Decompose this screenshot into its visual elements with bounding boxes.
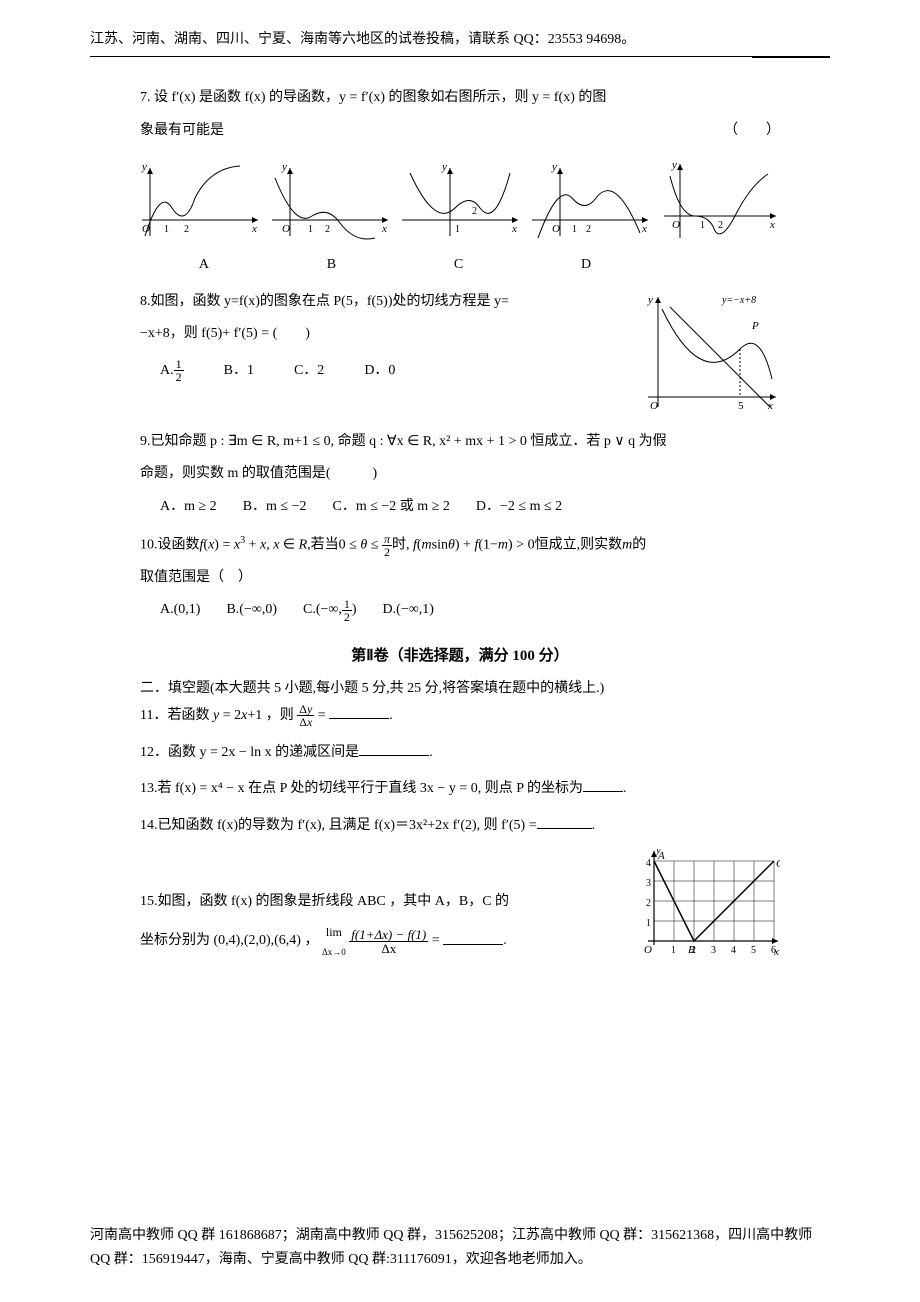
svg-text:x: x — [511, 223, 517, 235]
q9-opt-d: D．−2 ≤ m ≤ 2 — [476, 494, 562, 521]
svg-text:y: y — [551, 161, 557, 173]
svg-text:P: P — [751, 320, 759, 332]
q10-opt-c: C.(−∞,12) — [303, 597, 357, 624]
q8-opt-d: D．0 — [364, 358, 395, 385]
svg-text:4: 4 — [731, 945, 736, 956]
svg-text:4: 4 — [646, 858, 651, 869]
divider-right — [752, 56, 830, 58]
svg-text:5: 5 — [738, 400, 744, 412]
q7-line1: 7. 设 f′(x) 是函数 f(x) 的导函数，y = f′(x) 的图象如右… — [140, 85, 780, 112]
q8-opt-a: A.12 — [160, 358, 184, 385]
q9-opt-b: B．m ≤ −2 — [243, 494, 307, 521]
q7-fprime-graph: y x O 1 2 — [660, 156, 780, 246]
svg-text:1: 1 — [646, 918, 651, 929]
svg-text:2: 2 — [184, 224, 189, 235]
q9-opt-c: C．m ≤ −2 或 m ≥ 2 — [333, 494, 450, 521]
svg-text:1: 1 — [308, 224, 313, 235]
svg-text:y: y — [655, 849, 661, 856]
svg-text:1: 1 — [164, 224, 169, 235]
svg-text:1: 1 — [700, 220, 705, 231]
svg-text:2: 2 — [472, 206, 477, 217]
q10-line1: 10.设函数f(x) = x3 + x, x ∈ R,若当0 ≤ θ ≤ π2时… — [140, 531, 780, 559]
q8-line1: 8.如图，函数 y=f(x)的图象在点 P(5，f(5))处的切线方程是 y= — [140, 289, 640, 316]
svg-text:3: 3 — [646, 878, 651, 889]
q10-line2: 取值范围是（ ） — [140, 565, 780, 592]
q7-label-c: C — [454, 252, 463, 279]
svg-text:2: 2 — [691, 945, 696, 956]
footer-text: 河南高中教师 QQ 群 161868687；湖南高中教师 QQ 群，315625… — [90, 1224, 830, 1272]
q7-labels: A B C D — [140, 252, 650, 279]
q8-line2: −x+8，则 f(5)+ f′(5) = ( ) — [140, 321, 640, 348]
svg-text:1: 1 — [455, 224, 460, 235]
q8-opt-b: B．1 — [224, 358, 254, 385]
question-11: 11．若函数 y = 2x+1 ，则 ΔyΔx = . — [140, 703, 780, 730]
svg-text:3: 3 — [711, 945, 716, 956]
q10-options: A.(0,1) B.(−∞,0) C.(−∞,12) D.(−∞,1) — [140, 597, 780, 624]
svg-text:x: x — [251, 223, 257, 235]
svg-text:y: y — [141, 161, 147, 173]
q10-opt-b: B.(−∞,0) — [226, 597, 277, 624]
svg-text:y: y — [647, 294, 653, 306]
question-14: 14.已知函数 f(x)的导数为 f′(x), 且满足 f(x)＝3x²+2x … — [140, 813, 780, 840]
q15-line2: 坐标分别为 (0,4),(2,0),(6,4) ， lim Δx→0 f(1+Δ… — [140, 921, 626, 961]
svg-text:2: 2 — [586, 224, 591, 235]
svg-text:y: y — [441, 161, 447, 173]
svg-text:O: O — [282, 223, 290, 235]
q10-opt-d: D.(−∞,1) — [383, 597, 434, 624]
svg-text:1: 1 — [572, 224, 577, 235]
content: 7. 设 f′(x) 是函数 f(x) 的导函数，y = f′(x) 的图象如右… — [90, 65, 830, 967]
q15-graph: A B C y x O 4 3 2 1 1 2 3 4 5 6 — [626, 849, 780, 967]
q15-line1: 15.如图，函数 f(x) 的图象是折线段 ABC ，其中 A，B，C 的 — [140, 889, 626, 916]
svg-text:1: 1 — [671, 945, 676, 956]
svg-text:6: 6 — [771, 945, 776, 956]
svg-text:O: O — [552, 223, 560, 235]
q7-label-a: A — [199, 252, 209, 279]
q7-graph-a: y x O 1 2 — [140, 158, 262, 246]
svg-text:O: O — [650, 400, 658, 412]
question-13: 13.若 f(x) = x⁴ − x 在点 P 处的切线平行于直线 3x − y… — [140, 776, 780, 803]
question-15: 15.如图，函数 f(x) 的图象是折线段 ABC ，其中 A，B，C 的 坐标… — [140, 849, 780, 967]
svg-text:2: 2 — [325, 224, 330, 235]
header-text: 江苏、河南、湖南、四川、宁夏、海南等六地区的试卷投稿，请联系 QQ：23553 … — [90, 28, 830, 48]
q7-label-b: B — [327, 252, 336, 279]
q7-line2-row: 象最有可能是 （ ） — [140, 118, 780, 145]
q7-label-d: D — [581, 252, 591, 279]
q9-opt-a: A．m ≥ 2 — [160, 494, 217, 521]
q9-options: A．m ≥ 2 B．m ≤ −2 C．m ≤ −2 或 m ≥ 2 D．−2 ≤… — [140, 494, 780, 521]
q7-line2: 象最有可能是 — [140, 118, 224, 145]
q7-graph-d: y x O 1 2 — [530, 158, 652, 246]
section-2-intro: 二．填空题(本大题共 5 小题,每小题 5 分,共 25 分,将答案填在题中的横… — [140, 677, 780, 697]
question-7: 7. 设 f′(x) 是函数 f(x) 的导函数，y = f′(x) 的图象如右… — [140, 85, 780, 279]
q7-graph-b: y x O 1 2 — [270, 158, 392, 246]
q9-line2: 命题，则实数 m 的取值范围是( ) — [140, 461, 780, 488]
q7-paren: （ ） — [724, 118, 780, 145]
svg-text:2: 2 — [646, 898, 651, 909]
question-9: 9.已知命题 p : ∃m ∈ R, m+1 ≤ 0, 命题 q : ∀x ∈ … — [140, 429, 780, 521]
svg-text:2: 2 — [718, 220, 723, 231]
svg-text:x: x — [641, 223, 647, 235]
q7-graphs-row: y x O 1 2 y x O 1 2 — [140, 156, 780, 246]
question-12: 12．函数 y = 2x − ln x 的递减区间是. — [140, 740, 780, 767]
question-8: 8.如图，函数 y=f(x)的图象在点 P(5，f(5))处的切线方程是 y= … — [140, 289, 780, 419]
svg-text:C: C — [776, 858, 780, 870]
svg-text:y: y — [281, 161, 287, 173]
svg-text:x: x — [381, 223, 387, 235]
section-2-title: 第Ⅱ卷（非选择题，满分 100 分） — [140, 644, 780, 665]
q9-line1: 9.已知命题 p : ∃m ∈ R, m+1 ≤ 0, 命题 q : ∀x ∈ … — [140, 429, 780, 456]
svg-text:y: y — [671, 159, 677, 171]
svg-text:5: 5 — [751, 945, 756, 956]
q8-graph: y x O 5 y=−x+8 P — [640, 289, 780, 419]
svg-text:y=−x+8: y=−x+8 — [721, 295, 756, 306]
question-10: 10.设函数f(x) = x3 + x, x ∈ R,若当0 ≤ θ ≤ π2时… — [140, 531, 780, 624]
svg-text:x: x — [767, 400, 773, 412]
q7-graph-c: y x 1 2 — [400, 158, 522, 246]
svg-text:O: O — [644, 944, 652, 956]
svg-text:x: x — [769, 219, 775, 231]
q10-opt-a: A.(0,1) — [160, 597, 200, 624]
q8-opt-c: C．2 — [294, 358, 324, 385]
q8-options: A.12 B．1 C．2 D．0 — [140, 358, 640, 385]
svg-text:O: O — [672, 219, 680, 231]
divider — [90, 56, 830, 57]
